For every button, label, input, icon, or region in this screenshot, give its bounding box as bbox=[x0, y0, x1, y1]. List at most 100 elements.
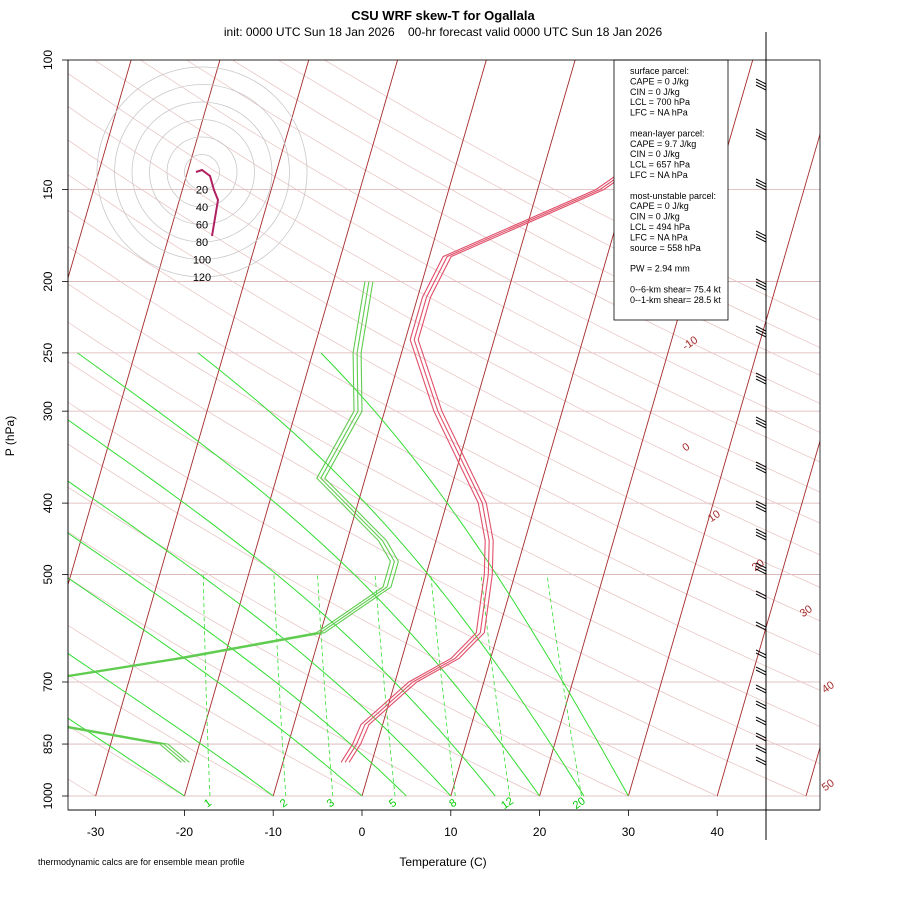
barb-feather bbox=[755, 700, 767, 707]
info-line: CAPE = 0 J/kg bbox=[630, 201, 689, 211]
dry-adiabat bbox=[68, 361, 820, 765]
barb-feather bbox=[755, 467, 767, 474]
wind-barb bbox=[755, 744, 767, 754]
temperature-line bbox=[348, 104, 727, 763]
temperature-line bbox=[344, 104, 723, 763]
info-line: CAPE = 0 J/kg bbox=[630, 76, 689, 86]
isotherm bbox=[716, 439, 820, 797]
info-line: LCL = 657 hPa bbox=[630, 160, 690, 170]
barb-feather bbox=[755, 719, 767, 726]
dewpoint-line bbox=[68, 281, 395, 763]
pressure-axis: 100 150 200 250 300 400 500 700 850 1000 bbox=[41, 50, 69, 809]
y-tick-label: 300 bbox=[41, 401, 55, 421]
isotherm bbox=[627, 132, 820, 797]
info-line: CIN = 0 J/kg bbox=[630, 149, 680, 159]
y-axis-label: P (hPa) bbox=[3, 416, 17, 456]
isotherm bbox=[68, 60, 221, 587]
hodograph: 20 40 60 80 100 120 bbox=[96, 66, 308, 284]
barb-feather bbox=[755, 416, 767, 423]
barb-feather bbox=[755, 500, 767, 507]
wind-barb bbox=[755, 590, 767, 600]
barb-feather bbox=[755, 281, 767, 288]
barb-feather bbox=[755, 461, 767, 468]
barb-feather bbox=[755, 687, 767, 694]
barb-feather bbox=[755, 669, 767, 676]
footnote: thermodynamic calcs are for ensemble mea… bbox=[38, 857, 245, 867]
wind-barb bbox=[755, 562, 767, 575]
info-line: mean-layer parcel: bbox=[630, 128, 705, 138]
wind-barb bbox=[755, 128, 767, 141]
barb-feather bbox=[755, 134, 767, 141]
isotherm-label: 40 bbox=[820, 679, 837, 696]
barb-feather bbox=[755, 652, 767, 659]
hodograph-ring-label: 40 bbox=[196, 202, 208, 214]
info-line: LFC = NA hPa bbox=[630, 108, 688, 118]
info-line: LFC = NA hPa bbox=[630, 232, 688, 242]
dry-adiabat bbox=[68, 246, 820, 656]
wind-barb bbox=[755, 500, 767, 513]
dry-adiabat bbox=[94, 60, 820, 463]
wind-barb bbox=[755, 732, 767, 742]
x-tick-label: -10 bbox=[265, 825, 283, 839]
mixing-ratio-line bbox=[202, 574, 211, 797]
wind-barb bbox=[755, 666, 767, 676]
barb-feather bbox=[755, 81, 767, 88]
moist-adiabat bbox=[68, 419, 496, 797]
wind-barbs bbox=[755, 32, 767, 840]
info-line: LFC = NA hPa bbox=[630, 170, 688, 180]
wind-barb bbox=[755, 528, 767, 541]
x-tick-label: 10 bbox=[444, 825, 458, 839]
y-tick-label: 700 bbox=[41, 672, 55, 692]
dry-adiabat bbox=[68, 283, 820, 691]
hodograph-ring bbox=[184, 154, 220, 190]
y-tick-label: 500 bbox=[41, 564, 55, 584]
moist-adiabat bbox=[68, 652, 274, 797]
y-tick-label: 850 bbox=[41, 734, 55, 754]
barb-feather bbox=[755, 131, 767, 138]
dry-adiabat bbox=[68, 105, 820, 524]
barb-feather bbox=[755, 747, 767, 754]
moist-adiabat bbox=[77, 352, 541, 797]
hodograph-ring bbox=[114, 84, 290, 260]
barb-feather bbox=[755, 621, 767, 628]
mixing-ratio-line bbox=[273, 574, 287, 797]
barb-feather bbox=[755, 230, 767, 237]
plot-frame bbox=[67, 59, 821, 811]
info-line: CIN = 0 J/kg bbox=[630, 87, 680, 97]
dry-adiabat bbox=[68, 139, 820, 556]
mixing-ratio-label: 8 bbox=[447, 797, 459, 810]
temperature-axis: -30 -20 -10 0 10 20 30 40 bbox=[68, 809, 820, 839]
hodograph-ring-label: 120 bbox=[193, 272, 211, 284]
barb-feather bbox=[755, 568, 767, 575]
barb-feather bbox=[755, 684, 767, 691]
barb-feather bbox=[755, 506, 767, 513]
barb-feather bbox=[755, 278, 767, 285]
dry-adiabat bbox=[68, 577, 451, 797]
mixing-ratio-line bbox=[374, 574, 396, 797]
dry-adiabat bbox=[232, 60, 820, 376]
isotherm-label: -10 bbox=[680, 334, 700, 353]
barb-feather bbox=[755, 181, 767, 188]
isotherm bbox=[95, 60, 310, 797]
dry-adiabat bbox=[68, 401, 807, 797]
isotherm-labels: -10 0 10 20 30 40 50 bbox=[680, 334, 836, 794]
wind-barb bbox=[755, 461, 767, 474]
wind-barb bbox=[755, 684, 767, 694]
wind-barb bbox=[755, 325, 767, 338]
y-tick-label: 150 bbox=[41, 179, 55, 199]
barb-feather bbox=[755, 531, 767, 538]
y-tick-label: 100 bbox=[41, 50, 55, 70]
barb-feather bbox=[755, 666, 767, 673]
wind-barb bbox=[755, 621, 767, 631]
plot-area bbox=[68, 60, 820, 797]
barb-feather bbox=[755, 422, 767, 429]
info-line: surface parcel: bbox=[630, 66, 689, 76]
chart-title: CSU WRF skew-T for Ogallala bbox=[351, 8, 535, 23]
mixing-ratio-label: 12 bbox=[499, 795, 516, 812]
moist-adiabats bbox=[68, 352, 629, 797]
barb-feather bbox=[755, 236, 767, 243]
hodograph-ring bbox=[149, 119, 255, 225]
moist-adiabat bbox=[197, 352, 585, 797]
barb-feather bbox=[755, 528, 767, 535]
y-tick-label: 400 bbox=[41, 493, 55, 513]
